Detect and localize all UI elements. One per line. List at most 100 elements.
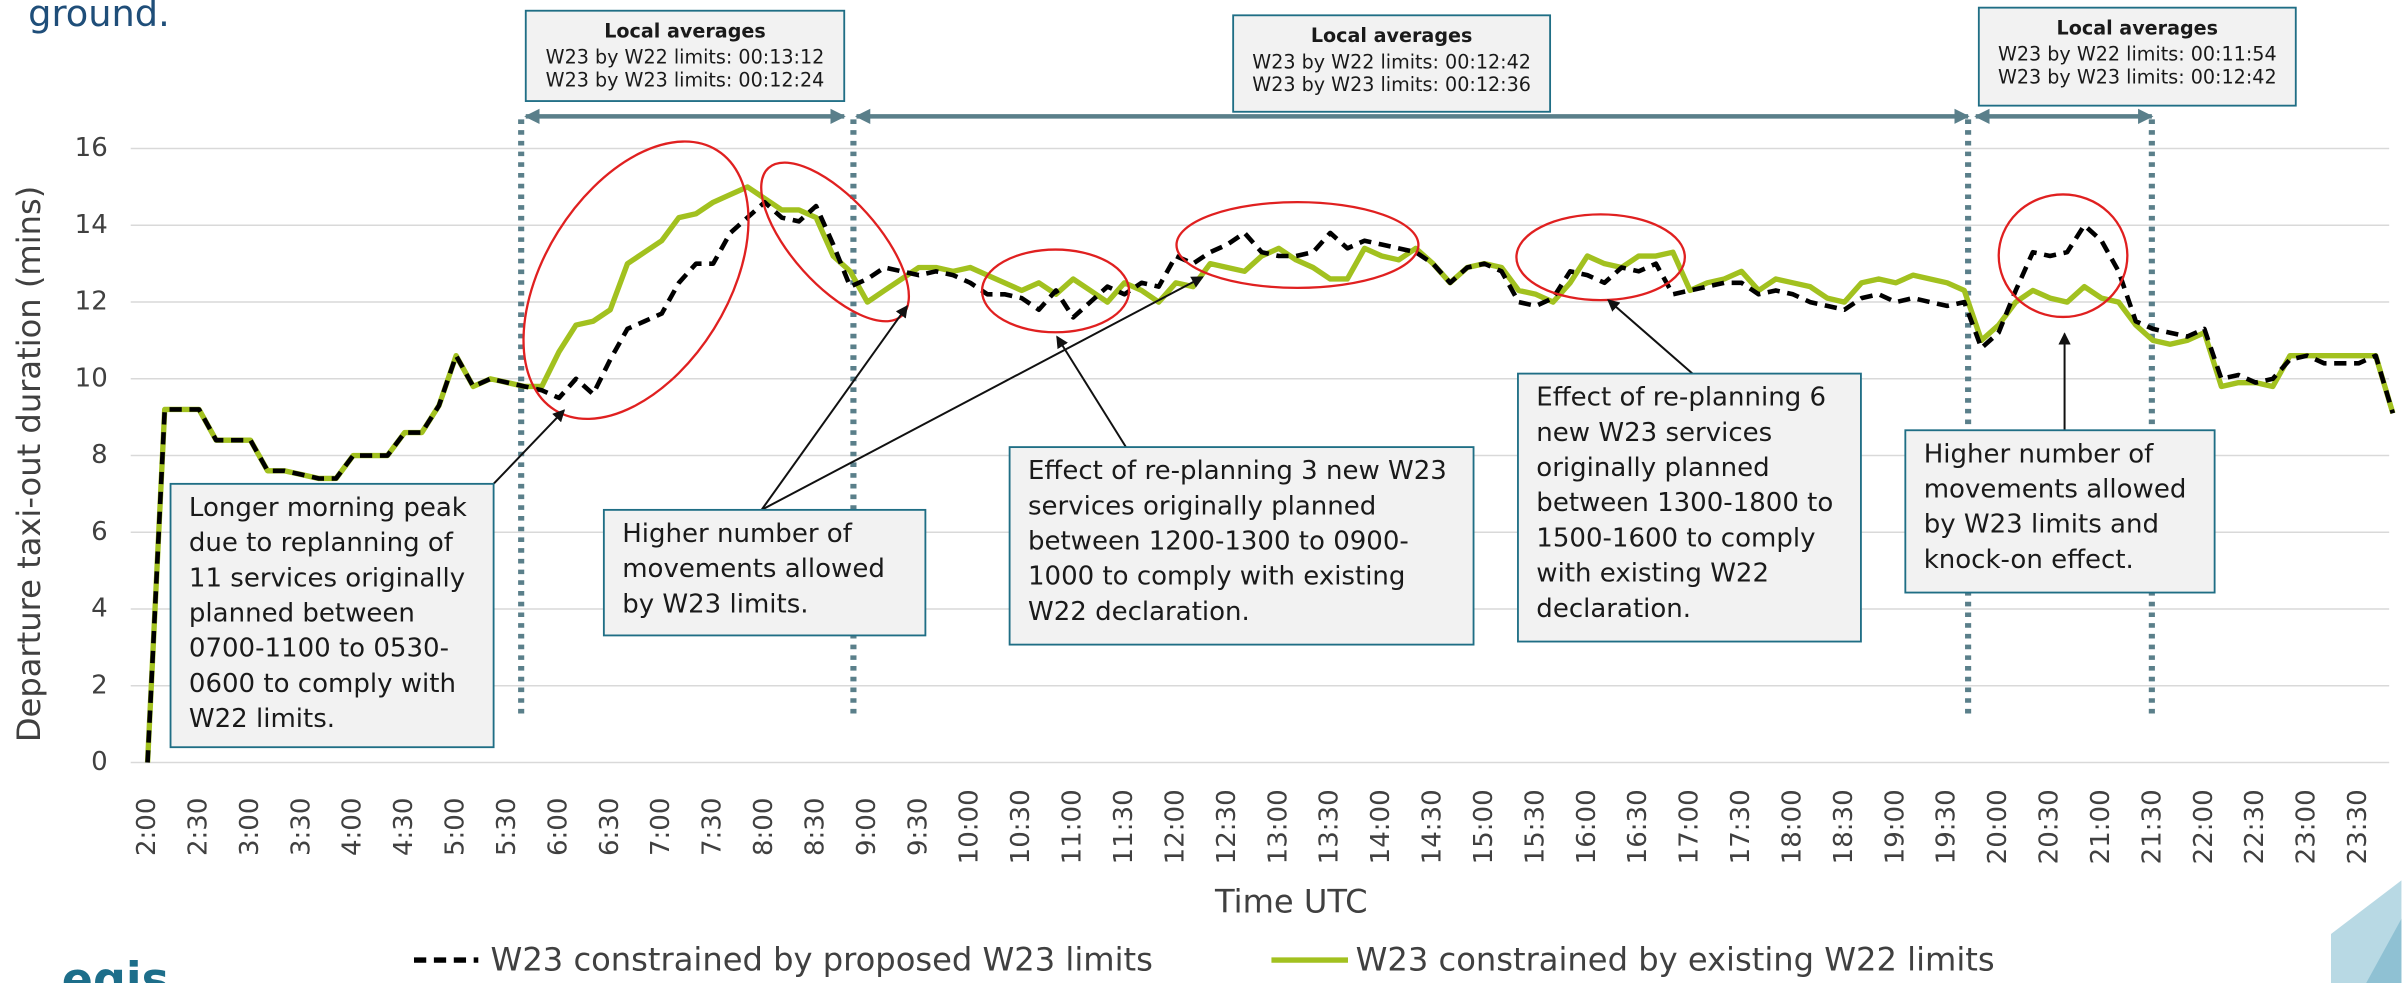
annotation-line: knock-on effect. bbox=[1924, 545, 2134, 575]
x-tick-label: 18:00 bbox=[1777, 789, 1807, 864]
x-tick-label: 22:30 bbox=[2240, 789, 2270, 864]
annotation-line: planned between bbox=[189, 598, 415, 628]
x-tick-label: 9:30 bbox=[903, 798, 933, 856]
annotation-line: W22 declaration. bbox=[1028, 597, 1250, 627]
annotation-line: 1000 to comply with existing bbox=[1028, 562, 1405, 592]
x-tick-label: 21:30 bbox=[2137, 789, 2167, 864]
annotation-line: originally planned bbox=[1536, 453, 1769, 483]
annotation-line: Higher number of bbox=[1924, 439, 2154, 469]
x-tick-label: 21:00 bbox=[2086, 789, 2116, 864]
x-tick-label: 17:00 bbox=[1675, 789, 1705, 864]
x-tick-label: 10:00 bbox=[955, 789, 985, 864]
x-tick-label: 16:00 bbox=[1572, 789, 1602, 864]
annotation-box bbox=[169, 482, 495, 749]
annotation-line: W22 limits. bbox=[189, 704, 335, 734]
legend-label: W23 constrained by existing W22 limits bbox=[1356, 941, 1995, 979]
info-title: Local averages bbox=[604, 20, 766, 43]
x-tick-label: 12:30 bbox=[1212, 789, 1242, 864]
x-tick-label: 11:00 bbox=[1058, 789, 1088, 864]
annotation-line: Effect of re-planning 6 bbox=[1536, 383, 1826, 413]
info-line: W23 by W22 limits: 00:12:42 bbox=[1252, 50, 1531, 73]
x-tick-label: 23:30 bbox=[2343, 789, 2373, 864]
y-tick-label: 12 bbox=[75, 287, 108, 317]
annotation-line: due to replanning of bbox=[189, 528, 454, 558]
annotation-line: Effect of re-planning 3 new W23 bbox=[1028, 456, 1447, 486]
x-tick-label: 16:30 bbox=[1623, 789, 1653, 864]
x-tick-label: 14:30 bbox=[1418, 789, 1448, 864]
y-tick-label: 2 bbox=[91, 670, 108, 700]
x-tick-label: 3:30 bbox=[286, 798, 316, 856]
info-box bbox=[1232, 14, 1552, 113]
x-tick-label: 5:00 bbox=[441, 798, 471, 856]
x-tick-label: 2:00 bbox=[132, 798, 162, 856]
x-tick-label: 18:30 bbox=[1829, 789, 1859, 864]
annotation-box bbox=[1517, 372, 1862, 643]
annotation-line: 0600 to comply with bbox=[189, 669, 456, 699]
info-line: W23 by W23 limits: 00:12:42 bbox=[1998, 66, 2277, 89]
x-tick-label: 13:30 bbox=[1315, 789, 1345, 864]
legend-label: W23 constrained by proposed W23 limits bbox=[491, 941, 1153, 979]
x-tick-label: 10:30 bbox=[1006, 789, 1036, 864]
x-tick-label: 6:00 bbox=[543, 798, 573, 856]
x-tick-label: 14:00 bbox=[1366, 789, 1396, 864]
annotation-box bbox=[602, 508, 927, 637]
x-tick-label: 22:00 bbox=[2189, 789, 2219, 864]
x-tick-label: 12:00 bbox=[1160, 789, 1190, 864]
annotation-line: services originally planned bbox=[1028, 491, 1376, 521]
y-tick-label: 6 bbox=[91, 517, 108, 547]
y-tick-label: 14 bbox=[75, 210, 108, 240]
x-tick-label: 5:30 bbox=[492, 798, 522, 856]
annotation-line: movements allowed bbox=[1924, 474, 2187, 504]
y-tick-label: 8 bbox=[91, 440, 108, 470]
annotation-line: by W23 limits. bbox=[622, 589, 808, 619]
annotation-box bbox=[1008, 446, 1475, 646]
y-tick-label: 16 bbox=[75, 133, 108, 163]
x-tick-label: 4:30 bbox=[389, 798, 419, 856]
x-tick-label: 17:30 bbox=[1726, 789, 1756, 864]
annotation-line: new W23 services bbox=[1536, 418, 1772, 448]
y-tick-label: 0 bbox=[91, 747, 108, 777]
series-line bbox=[145, 199, 2396, 763]
x-tick-label: 3:00 bbox=[235, 798, 265, 856]
info-box bbox=[524, 9, 846, 102]
x-tick-label: 11:30 bbox=[1109, 789, 1139, 864]
annotation-line: with existing W22 bbox=[1536, 559, 1769, 589]
annotation-line: by W23 limits and bbox=[1924, 510, 2159, 540]
x-tick-label: 23:00 bbox=[2292, 789, 2322, 864]
x-tick-label: 2:30 bbox=[183, 798, 213, 856]
x-axis-label: Time UTC bbox=[1214, 882, 1368, 920]
info-line: W23 by W22 limits: 00:13:12 bbox=[546, 46, 825, 69]
x-tick-label: 6:30 bbox=[595, 798, 625, 856]
annotation-line: movements allowed bbox=[622, 554, 885, 584]
annotation-line: Longer morning peak bbox=[189, 493, 467, 523]
annotations bbox=[492, 140, 2129, 511]
x-tick-label: 13:00 bbox=[1263, 789, 1293, 864]
annotation-line: between 1200-1300 to 0900- bbox=[1028, 527, 1409, 557]
x-tick-label: 4:00 bbox=[338, 798, 368, 856]
y-tick-label: 4 bbox=[91, 594, 108, 624]
x-tick-label: 15:30 bbox=[1520, 789, 1550, 864]
x-tick-label: 7:00 bbox=[646, 798, 676, 856]
x-tick-label: 19:00 bbox=[1880, 789, 1910, 864]
info-title: Local averages bbox=[1311, 24, 1473, 47]
annotation-line: 1500-1600 to comply bbox=[1536, 523, 1815, 553]
x-tick-label: 20:00 bbox=[1983, 789, 2013, 864]
annotation-line: 11 services originally bbox=[189, 563, 465, 593]
decor bbox=[518, 108, 2402, 983]
info-title: Local averages bbox=[2057, 17, 2219, 40]
info-line: W23 by W23 limits: 00:12:24 bbox=[546, 69, 825, 92]
annotation-line: between 1300-1800 to bbox=[1536, 488, 1833, 518]
title: ground. bbox=[28, 0, 170, 35]
x-tick-label: 8:30 bbox=[801, 798, 831, 856]
y-tick-label: 10 bbox=[75, 363, 108, 393]
x-tick-label: 15:00 bbox=[1469, 789, 1499, 864]
annotation-box bbox=[1904, 429, 2216, 594]
info-line: W23 by W23 limits: 00:12:36 bbox=[1252, 73, 1531, 96]
x-tick-label: 20:30 bbox=[2035, 789, 2065, 864]
annotation-line: declaration. bbox=[1536, 594, 1691, 624]
logo: egis bbox=[62, 953, 169, 983]
x-tick-label: 8:00 bbox=[749, 798, 779, 856]
info-box bbox=[1977, 6, 2297, 107]
